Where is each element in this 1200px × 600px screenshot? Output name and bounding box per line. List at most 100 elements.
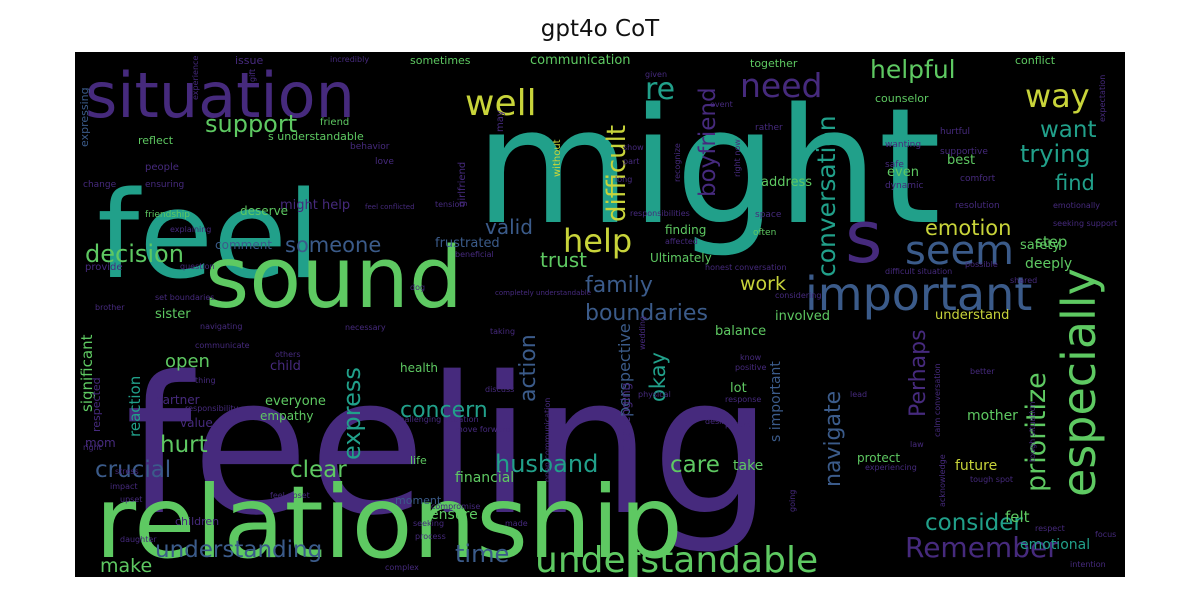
- word-well: well: [465, 83, 537, 124]
- word-provide: provide: [85, 262, 123, 273]
- word-beneficial: beneficial: [455, 250, 494, 259]
- word-may: may: [495, 110, 506, 132]
- word-feel: feel: [97, 167, 320, 306]
- word-ultimately: Ultimately: [650, 251, 712, 265]
- word-might: might: [475, 73, 941, 260]
- word-financial: financial: [455, 470, 514, 486]
- word-honest-conversation: honest conversation: [705, 263, 787, 272]
- word-relationship: relationship: [95, 464, 683, 577]
- word-want: want: [1040, 117, 1097, 143]
- word-explaining: explaining: [170, 225, 211, 234]
- word-might-help: might help: [280, 198, 350, 213]
- word-complex: complex: [385, 563, 419, 572]
- word-experience: experience: [191, 56, 200, 100]
- word-friend: friend: [320, 117, 349, 128]
- word-responsibility: responsibility: [185, 404, 239, 413]
- word-made: made: [505, 519, 528, 528]
- word-positive: positive: [735, 363, 766, 372]
- word-conflict: conflict: [1015, 54, 1056, 67]
- word-taking: taking: [490, 327, 515, 336]
- word-affected: affected: [665, 237, 698, 246]
- word-step: step: [1035, 233, 1067, 251]
- word-need: need: [740, 66, 822, 105]
- word-respected: respected: [90, 377, 103, 432]
- word-valid: valid: [485, 215, 533, 239]
- word-dog: dog: [410, 283, 425, 292]
- word-comfort: comfort: [960, 174, 996, 184]
- word-life: life: [410, 454, 427, 467]
- word-difficult-situation: difficult situation: [885, 267, 952, 276]
- word-friendship: friendship: [145, 210, 190, 220]
- word-challenging: challenging: [619, 383, 633, 452]
- word-seeking: seeking: [413, 519, 444, 528]
- word-understanding: understanding: [155, 537, 322, 563]
- word-husband: husband: [495, 450, 598, 478]
- word-emotion: emotion: [925, 216, 1011, 240]
- word-brother: brother: [95, 303, 125, 312]
- word-calm-conversation: calm conversation: [933, 363, 942, 437]
- word-resolution: resolution: [955, 201, 1000, 211]
- word-difficult: difficult: [602, 125, 632, 222]
- word-compromise: compromise: [431, 502, 480, 511]
- word-reaction: reaction: [126, 376, 144, 437]
- word-consider: consider: [925, 510, 1023, 536]
- word-responsibilities: responsibilities: [630, 209, 690, 218]
- word-law: law: [910, 440, 924, 449]
- word-safe: safe: [885, 160, 904, 170]
- word-navigate: navigate: [821, 391, 846, 487]
- word-together: together: [750, 57, 798, 70]
- word-focus: focus: [1095, 530, 1116, 539]
- word-shared: shared: [1010, 276, 1037, 285]
- word-empathy: empathy: [260, 409, 313, 423]
- word-set-boundaries: set boundaries: [155, 293, 214, 302]
- word-best: best: [947, 153, 975, 168]
- word-issue: issue: [235, 54, 263, 67]
- word-lead: lead: [850, 390, 867, 399]
- word-understand: understand: [935, 308, 1009, 323]
- word-partner: partner: [155, 393, 200, 407]
- word-moment: moment: [395, 494, 442, 507]
- word-expressing: expressing: [78, 87, 91, 147]
- word-involved: involved: [775, 309, 830, 324]
- word-important: important: [805, 267, 1032, 321]
- word-discuss: discuss: [485, 385, 514, 394]
- word-open-communication: open communication: [543, 398, 552, 482]
- word-re: re: [645, 72, 675, 107]
- word-emotional: emotional: [1020, 537, 1090, 553]
- word-parent: parent: [725, 420, 751, 429]
- word-take: take: [733, 458, 763, 474]
- word-family: family: [585, 273, 653, 298]
- word-feeling: feeling: [125, 336, 772, 557]
- word-physical: physical: [638, 390, 671, 399]
- word-wedding: wedding: [638, 316, 647, 350]
- word-question: question: [180, 262, 215, 271]
- word-necessary: necessary: [345, 323, 386, 332]
- word-know: know: [740, 353, 762, 362]
- word-part: part: [623, 157, 639, 166]
- word-address: address: [761, 175, 812, 190]
- word-comment: comment: [215, 238, 272, 252]
- word-s-important: s important: [768, 361, 784, 442]
- word-action: action: [516, 334, 541, 402]
- word-felt: felt: [1005, 508, 1030, 526]
- word-find: find: [1055, 171, 1095, 195]
- word-even: even: [887, 165, 919, 180]
- word-communicate: communicate: [195, 341, 250, 350]
- word-reflect: reflect: [138, 134, 174, 147]
- word-gift: gift: [248, 69, 257, 82]
- word-given: given: [645, 70, 667, 79]
- word-express: express: [338, 367, 366, 460]
- word-situation: situation: [85, 59, 355, 132]
- word-event: event: [710, 100, 733, 109]
- word-possible: possible: [965, 260, 998, 269]
- word-ensure: ensure: [430, 507, 478, 523]
- word-experiencing: experiencing: [865, 463, 917, 472]
- word-feel-upset: feel upset: [270, 491, 310, 500]
- word-change: change: [83, 180, 117, 190]
- word-without: without: [552, 139, 563, 177]
- word-especially: especially: [1052, 268, 1106, 497]
- word-incredibly: incredibly: [330, 55, 369, 64]
- word-hurt: hurt: [160, 432, 208, 458]
- word-seeking-support: seeking support: [1053, 219, 1117, 228]
- word-lot: lot: [730, 381, 747, 396]
